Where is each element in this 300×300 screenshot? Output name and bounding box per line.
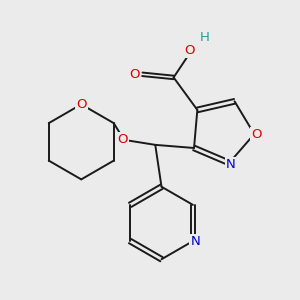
Text: N: N (226, 158, 235, 171)
Text: N: N (190, 235, 200, 248)
Text: O: O (184, 44, 195, 57)
Text: O: O (130, 68, 140, 81)
Text: H: H (200, 31, 210, 44)
Text: O: O (76, 98, 86, 111)
Text: O: O (251, 128, 262, 141)
Text: O: O (118, 133, 128, 146)
